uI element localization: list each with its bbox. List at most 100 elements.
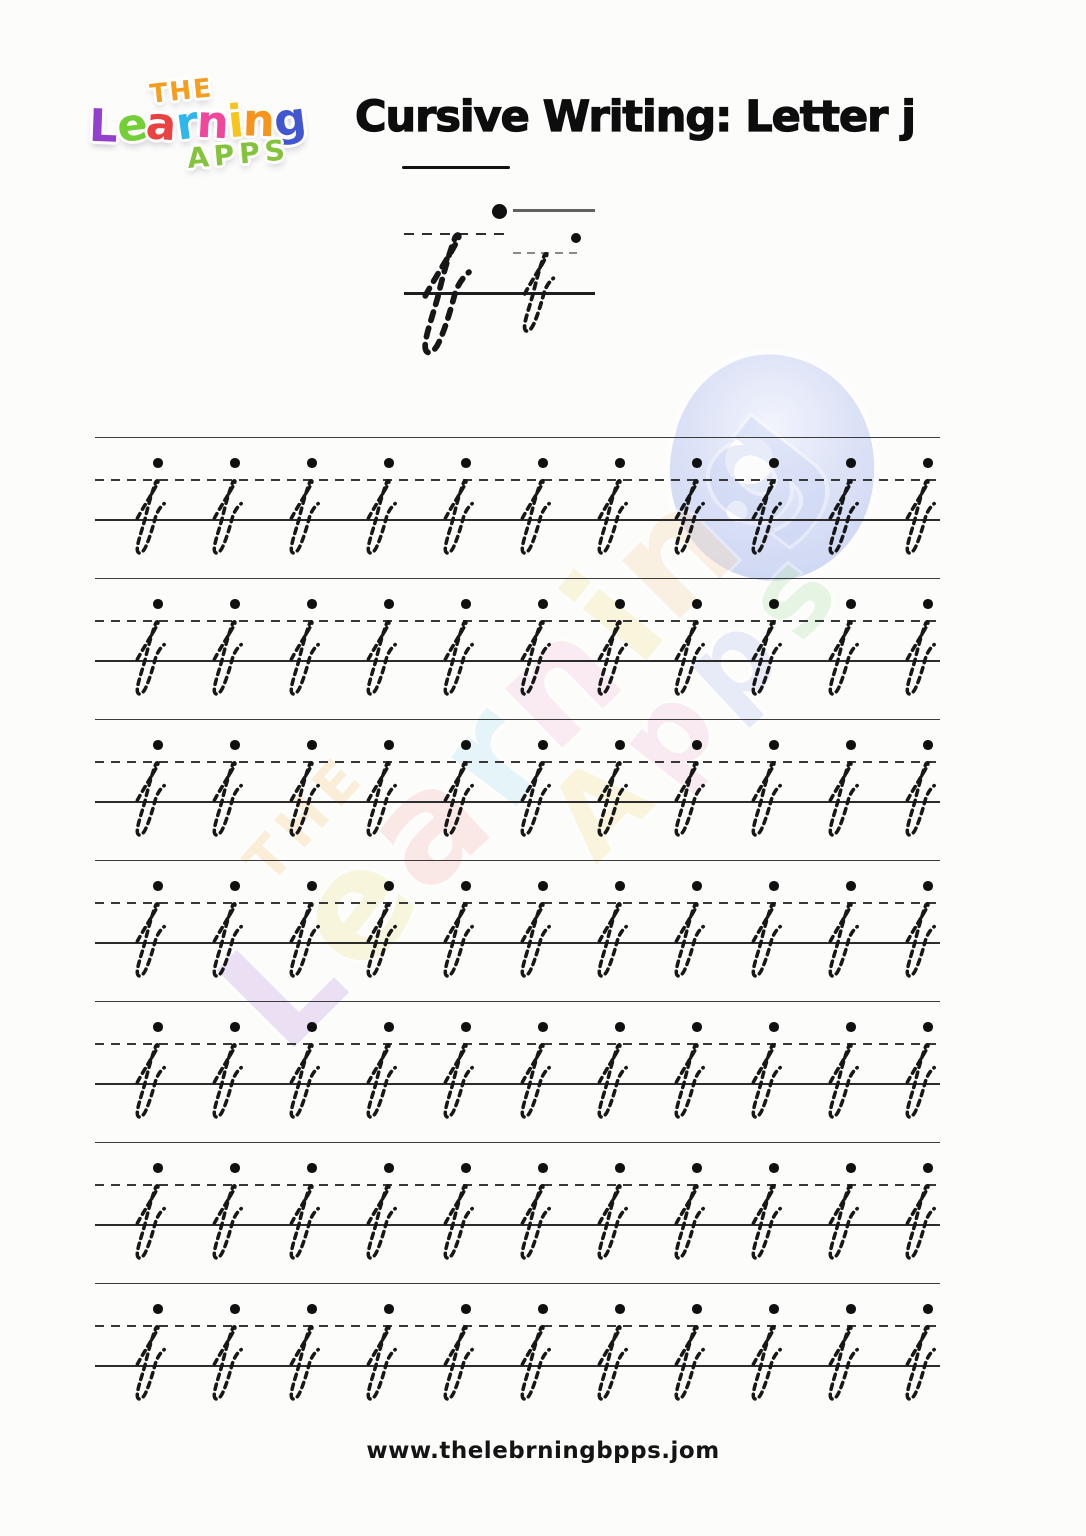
letter-j-dot bbox=[769, 599, 779, 609]
cursive-j-outline bbox=[520, 1325, 551, 1401]
writing-baseline bbox=[95, 660, 940, 662]
traceable-letter-j bbox=[363, 458, 409, 562]
cursive-j-outline bbox=[828, 1184, 859, 1260]
traceable-letter-j bbox=[286, 1022, 332, 1126]
traceable-letter-j bbox=[594, 1163, 640, 1267]
cursive-j-outline bbox=[597, 761, 628, 837]
traceable-letter-j bbox=[363, 740, 409, 844]
logo-word-apps: APPS bbox=[185, 133, 291, 176]
cursive-j-outline bbox=[520, 620, 551, 696]
cursive-j-outline bbox=[212, 620, 243, 696]
cursive-j-outline bbox=[597, 620, 628, 696]
cursive-j-outline bbox=[828, 761, 859, 837]
traceable-letter-j bbox=[748, 458, 794, 562]
cursive-j-outline bbox=[366, 1184, 397, 1260]
letter-j-dot bbox=[230, 1022, 240, 1032]
cursive-j-outline bbox=[135, 902, 166, 978]
cursive-j-outline bbox=[905, 1043, 936, 1119]
letter-j-dot bbox=[846, 1304, 856, 1314]
letter-j-dot bbox=[307, 458, 317, 468]
letter-j-dot bbox=[615, 1163, 625, 1173]
cursive-j-outline bbox=[751, 1184, 782, 1260]
practice-row-7 bbox=[95, 1283, 940, 1424]
letter-j-dot bbox=[692, 1163, 702, 1173]
cursive-j-outline bbox=[674, 620, 705, 696]
cursive-j-outline bbox=[289, 761, 320, 837]
cursive-j-outline bbox=[751, 902, 782, 978]
practice-area bbox=[95, 437, 940, 1424]
traceable-letter-j bbox=[132, 881, 178, 985]
letter-j-dot bbox=[153, 599, 163, 609]
letter-j-dot bbox=[384, 740, 394, 750]
cursive-j-outline bbox=[905, 620, 936, 696]
letter-j-dot bbox=[230, 740, 240, 750]
cursive-j-outline bbox=[674, 479, 705, 555]
midline-dashed bbox=[95, 902, 940, 904]
cursive-j-outline bbox=[443, 1043, 474, 1119]
traceable-letter-j bbox=[825, 740, 871, 844]
writing-baseline bbox=[95, 801, 940, 803]
cursive-j-outline bbox=[135, 1043, 166, 1119]
traceable-letter-j bbox=[363, 599, 409, 703]
traceable-letter-j bbox=[594, 1022, 640, 1126]
cursive-j-outline bbox=[674, 1043, 705, 1119]
traceable-letter-j bbox=[209, 881, 255, 985]
cursive-j-outline bbox=[905, 1325, 936, 1401]
cursive-j-outline bbox=[289, 620, 320, 696]
traceable-letter-j bbox=[748, 1163, 794, 1267]
letter-j-dot bbox=[538, 1163, 548, 1173]
traceable-letter-j bbox=[363, 881, 409, 985]
cursive-j-outline bbox=[443, 761, 474, 837]
letter-j-dot bbox=[769, 1022, 779, 1032]
letter-j-dot bbox=[230, 599, 240, 609]
traceable-letter-j bbox=[517, 881, 563, 985]
traceable-letter-j bbox=[363, 1022, 409, 1126]
cursive-j-outline bbox=[751, 479, 782, 555]
letter-j-dot bbox=[538, 599, 548, 609]
letter-j-dot bbox=[692, 881, 702, 891]
traceable-letter-j bbox=[671, 458, 717, 562]
traceable-letter-j bbox=[132, 599, 178, 703]
letter-j-dot bbox=[384, 458, 394, 468]
cursive-j-outline bbox=[443, 479, 474, 555]
practice-row-4 bbox=[95, 860, 940, 1001]
cursive-j-outline bbox=[520, 479, 551, 555]
traceable-letter-j bbox=[132, 740, 178, 844]
traceable-letter-j bbox=[440, 881, 486, 985]
cursive-j-outline bbox=[366, 1043, 397, 1119]
demo-letter-j-large bbox=[414, 226, 494, 357]
traceable-letter-j bbox=[286, 740, 332, 844]
traceable-letter-j bbox=[825, 1163, 871, 1267]
letter-j-dot bbox=[538, 1022, 548, 1032]
letter-j-dot bbox=[923, 599, 933, 609]
cursive-j-outline bbox=[366, 1325, 397, 1401]
traceable-letter-j bbox=[517, 740, 563, 844]
writing-baseline bbox=[95, 1365, 940, 1367]
letter-j-dot bbox=[846, 740, 856, 750]
midline-dashed bbox=[95, 761, 940, 763]
cursive-j-outline bbox=[135, 479, 166, 555]
letter-j-dot bbox=[461, 1163, 471, 1173]
letter-j-dot bbox=[615, 1304, 625, 1314]
midline-dashed bbox=[95, 620, 940, 622]
cursive-j-outline bbox=[366, 761, 397, 837]
letter-j-dot bbox=[846, 599, 856, 609]
cursive-j-outline bbox=[597, 1184, 628, 1260]
traceable-letter-j bbox=[517, 458, 563, 562]
letter-j-dot bbox=[461, 599, 471, 609]
practice-row-5 bbox=[95, 1001, 940, 1142]
traceable-letter-j bbox=[748, 881, 794, 985]
traceable-letter-j bbox=[902, 458, 948, 562]
cursive-j-outline bbox=[751, 1043, 782, 1119]
traceable-letter-j bbox=[748, 740, 794, 844]
traceable-letter-j bbox=[286, 599, 332, 703]
letter-j-dot bbox=[461, 1022, 471, 1032]
letter-j-dot bbox=[692, 599, 702, 609]
cursive-j-outline bbox=[828, 1325, 859, 1401]
cursive-j-outline bbox=[905, 761, 936, 837]
letter-j-dot bbox=[307, 599, 317, 609]
cursive-j-outline bbox=[212, 1184, 243, 1260]
letter-j-dot bbox=[153, 881, 163, 891]
page-title: Cursive Writing: Letter j bbox=[354, 91, 916, 142]
letter-j-dot bbox=[153, 1163, 163, 1173]
